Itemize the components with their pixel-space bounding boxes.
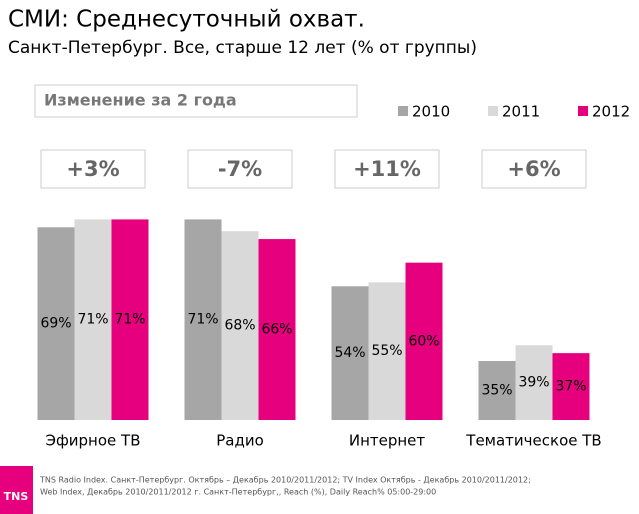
footer: TNS Radio Index. Санкт-Петербург. Октябр… [39, 476, 531, 485]
legend-label: 2012 [592, 103, 630, 121]
change-label: +6% [507, 157, 560, 181]
value-label: 71% [114, 312, 145, 328]
change-box [481, 149, 587, 189]
change-box [187, 149, 293, 189]
change-title: Изменение за 2 года [44, 91, 237, 110]
change-label: +11% [353, 157, 421, 181]
value-label: 37% [555, 379, 586, 395]
logo-box [0, 466, 33, 514]
bar [221, 231, 259, 420]
change-label: +3% [66, 157, 119, 181]
value-label: 60% [408, 333, 439, 349]
change-box [34, 84, 358, 118]
legend-label: 2011 [502, 103, 540, 121]
bar [552, 353, 590, 420]
legend-swatch [578, 106, 588, 116]
value-label: 55% [371, 343, 402, 359]
value-label: 54% [334, 345, 365, 361]
legend-swatch [488, 106, 498, 116]
logo: TNS [4, 490, 29, 503]
bar [111, 219, 149, 420]
x-tick-label: Радио [216, 432, 264, 450]
legend-swatch [398, 106, 408, 116]
bar [184, 219, 222, 420]
footer: Web Index, Декабрь 2010/2011/2012 г. Сан… [40, 488, 436, 497]
legend-label: 2010 [412, 103, 450, 121]
value-label: 35% [481, 383, 512, 399]
bar [331, 286, 369, 420]
x-tick-label: Тематическое ТВ [465, 432, 601, 450]
change-box [334, 149, 440, 189]
chart-subtitle: Санкт-Петербург. Все, старше 12 лет (% о… [8, 38, 477, 58]
x-tick-label: Интернет [349, 432, 426, 450]
value-label: 68% [224, 318, 255, 334]
value-label: 71% [77, 312, 108, 328]
bar [258, 239, 296, 420]
value-label: 69% [40, 316, 71, 332]
bar [74, 219, 112, 420]
x-tick-label: Эфирное ТВ [45, 432, 140, 450]
chart-title: СМИ: Среднесуточный охват. [8, 7, 365, 33]
value-label: 66% [261, 322, 292, 338]
change-label: -7% [218, 157, 262, 181]
bar [478, 361, 516, 420]
value-label: 71% [187, 312, 218, 328]
change-box [40, 149, 146, 189]
bar [368, 282, 406, 420]
bar [37, 227, 75, 420]
bar [405, 262, 443, 420]
value-label: 39% [518, 375, 549, 391]
bar [515, 345, 553, 420]
